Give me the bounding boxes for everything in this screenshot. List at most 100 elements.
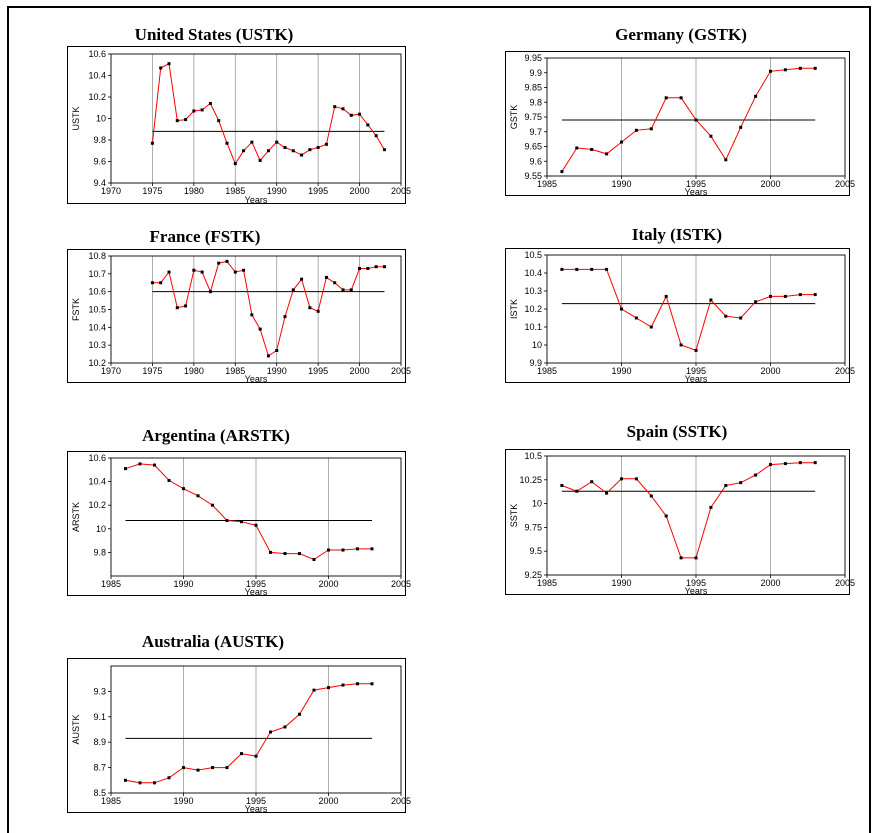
data-point [374, 134, 378, 138]
data-point [240, 520, 243, 524]
y-tick-label: 10.5 [524, 250, 542, 260]
data-point [575, 146, 579, 150]
data-point [124, 778, 127, 782]
x-axis-label: Years [685, 586, 708, 596]
x-axis-label: Years [245, 804, 268, 814]
y-tick-label: 10 [532, 340, 542, 350]
chart-box-austk: 1985 1990 1995 2000 2005 8.5 8.7 8.9 9.1 9.3 Years… [67, 658, 411, 814]
data-point [341, 288, 345, 292]
y-tick-label: 9.7 [529, 127, 542, 137]
y-tick-label: 9.75 [524, 522, 542, 532]
y-tick-label: 9.1 [93, 712, 106, 722]
data-point [298, 712, 301, 716]
chart-svg-istk: 1985 1990 1995 2000 2005 9.9 10 10.1 10.2 10.3 10.… [509, 250, 855, 384]
data-point [605, 491, 609, 495]
x-tick-label: 2000 [760, 179, 780, 189]
data-point [575, 267, 579, 271]
x-tick-label: 1985 [537, 578, 557, 588]
data-point [242, 149, 246, 153]
data-point [634, 477, 638, 481]
data-point [312, 688, 316, 692]
data-point [138, 462, 142, 466]
y-tick-label: 9.8 [529, 97, 542, 107]
data-point [298, 552, 301, 556]
y-tick-label: 10.25 [519, 475, 542, 485]
x-tick-label: 1995 [246, 579, 266, 589]
y-tick-label: 10.5 [524, 451, 542, 461]
data-point [283, 552, 287, 556]
y-tick-label: 9.6 [529, 156, 542, 166]
data-point [225, 259, 229, 263]
chart-box-ustk: 1970 1975 1980 1985 1990 1995 2000 2005 9.4 9.6 9.… [67, 46, 411, 205]
y-axis-label: ISTK [509, 299, 519, 319]
data-point [605, 267, 609, 271]
y-tick-label: 10.2 [524, 304, 542, 314]
data-point [605, 152, 609, 156]
x-tick-label: 2000 [350, 186, 370, 196]
data-point [308, 148, 312, 152]
data-point [200, 270, 204, 274]
data-point [739, 125, 743, 129]
data-point [694, 556, 698, 560]
data-point [370, 547, 374, 551]
data-point [649, 494, 653, 498]
y-tick-label: 10 [96, 524, 106, 534]
x-tick-label: 2000 [318, 796, 338, 806]
x-tick-label: 2000 [350, 366, 370, 376]
y-axis-label: GSTK [509, 105, 519, 130]
data-point [739, 316, 743, 320]
x-tick-label: 1985 [537, 179, 557, 189]
y-tick-label: 9.3 [93, 686, 106, 696]
data-point [679, 556, 683, 560]
data-point [182, 766, 185, 770]
data-point [664, 96, 668, 100]
data-point [754, 300, 758, 304]
data-point [211, 503, 214, 507]
data-point [356, 682, 359, 686]
x-tick-label: 1990 [173, 579, 193, 589]
x-tick-label: 2005 [391, 186, 411, 196]
data-point [341, 107, 345, 111]
y-tick-label: 10.8 [88, 251, 106, 261]
x-axis-label: Years [685, 187, 708, 197]
x-tick-label: 1990 [611, 179, 631, 189]
data-point [283, 315, 287, 319]
data-point [664, 514, 668, 518]
x-tick-label: 2005 [835, 179, 855, 189]
data-point [560, 170, 564, 174]
x-axis-label: Years [245, 374, 268, 384]
data-point [783, 462, 787, 466]
data-point [184, 304, 188, 308]
y-tick-label: 10.4 [524, 268, 542, 278]
x-tick-label: 1990 [267, 366, 287, 376]
x-tick-label: 1995 [686, 578, 706, 588]
data-point [813, 66, 817, 70]
data-point [300, 153, 304, 157]
x-tick-label: 2005 [835, 578, 855, 588]
x-tick-label: 1985 [537, 366, 557, 376]
y-axis-label: AUSTK [71, 714, 81, 744]
data-point [370, 682, 374, 686]
data-point [175, 119, 179, 123]
data-point [240, 752, 243, 756]
x-tick-label: 1990 [611, 578, 631, 588]
data-point [233, 270, 237, 274]
chart-title-fstk: France (FSTK) [149, 227, 261, 246]
y-tick-label: 10.2 [88, 92, 106, 102]
data-point [709, 134, 713, 138]
chart-box-arstk: 1985 1990 1995 2000 2005 9.8 10 10.2 10.4 10.6 Yea… [67, 451, 411, 597]
data-point [560, 484, 564, 488]
y-axis-label: SSTK [509, 504, 519, 528]
x-tick-label: 1995 [308, 366, 328, 376]
data-point [634, 316, 638, 320]
data-point [167, 270, 171, 274]
data-point [341, 548, 345, 552]
y-tick-label: 9.65 [524, 142, 542, 152]
data-point [159, 66, 163, 70]
data-point [649, 127, 653, 131]
data-point [374, 265, 378, 269]
data-point [769, 69, 772, 73]
data-point [382, 265, 386, 269]
data-point [333, 281, 337, 285]
chart-svg-austk: 1985 1990 1995 2000 2005 8.5 8.7 8.9 9.1 9.3 Years… [71, 665, 411, 814]
